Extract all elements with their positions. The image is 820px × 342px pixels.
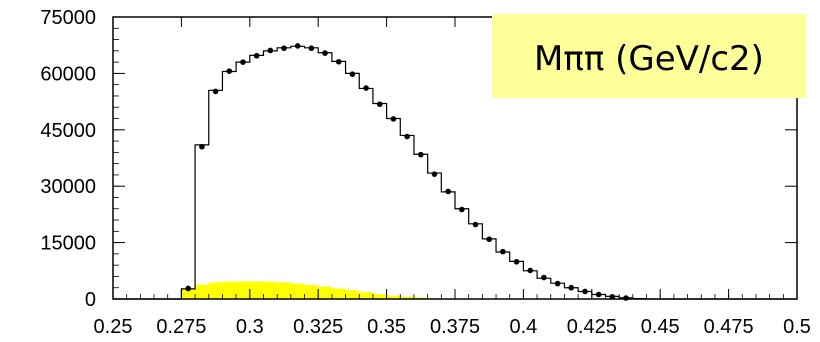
yellow-filled-histogram [181,281,455,299]
data-point [623,295,629,301]
x-tick-label: 0.425 [567,316,617,338]
data-point [554,280,561,287]
data-point [459,206,465,213]
data-points [185,43,629,301]
y-tick-label: 60000 [40,63,96,85]
data-point [486,236,493,243]
data-point [253,52,260,59]
chart-title: Mππ (GeV/c2) [534,39,764,79]
filled-bar [195,284,209,299]
data-point [568,284,575,291]
data-point [541,274,547,281]
step-line [113,45,797,300]
data-point [595,291,602,298]
x-tick-label: 0.25 [94,316,133,338]
data-point [513,258,520,265]
x-tick-label: 0.4 [509,316,537,338]
filled-bar [277,282,291,299]
filled-bar [345,290,360,299]
filled-bar [290,283,305,299]
data-point [527,267,534,274]
filled-bar [400,296,414,299]
title-background [492,14,806,98]
filled-bar [413,297,428,299]
data-point [418,151,424,158]
filled-bar [263,281,278,299]
y-tick-label: 30000 [40,176,96,198]
filled-bar [318,286,332,299]
y-tick-label: 0 [85,289,96,311]
filled-bar [359,292,373,299]
filled-bar [181,288,196,299]
y-tick-label: 45000 [40,120,96,142]
data-point [609,293,616,300]
x-tick-label: 0.35 [367,316,406,338]
data-point [445,188,451,195]
data-point [404,133,410,140]
data-point [226,68,233,74]
filled-bar [249,281,264,299]
filled-bar [236,281,250,299]
y-tick-labels: 0 15000 30000 45000 60000 75000 [40,7,96,311]
x-tick-label: 0.275 [156,316,206,338]
black-step-histogram [113,45,797,300]
data-point [267,47,274,54]
filled-bar [208,282,223,299]
x-tick-label: 0.475 [704,316,754,338]
data-point [376,101,383,108]
x-tick-label: 0.45 [641,316,680,338]
data-point [472,221,479,228]
data-point [185,285,192,292]
x-tick-labels: 0.25 0.275 0.3 0.325 0.35 0.375 0.4 0.425 0.45 0.… [94,316,811,338]
data-point [199,143,205,150]
data-point [281,45,287,52]
y-tick-label: 15000 [40,233,96,255]
filled-bar [304,285,319,299]
y-tick-label: 75000 [40,7,96,29]
data-point [582,288,588,295]
data-point [322,50,328,56]
data-point [294,43,301,49]
x-tick-label: 0.3 [236,316,264,338]
data-point [431,171,438,177]
data-point [349,71,356,77]
data-point [308,45,315,52]
filled-bar [331,288,346,299]
filled-bar [386,295,401,299]
filled-bar [222,281,237,299]
filled-bar [372,294,387,299]
data-point [363,85,369,91]
x-tick-label: 0.5 [783,316,811,338]
data-point [240,59,246,65]
x-tick-label: 0.325 [293,316,343,338]
data-point [212,88,219,95]
x-tick-label: 0.375 [430,316,480,338]
title-box: Mππ (GeV/c2) [492,14,806,98]
data-point [500,248,506,255]
data-point [390,116,397,122]
data-point [335,58,342,65]
